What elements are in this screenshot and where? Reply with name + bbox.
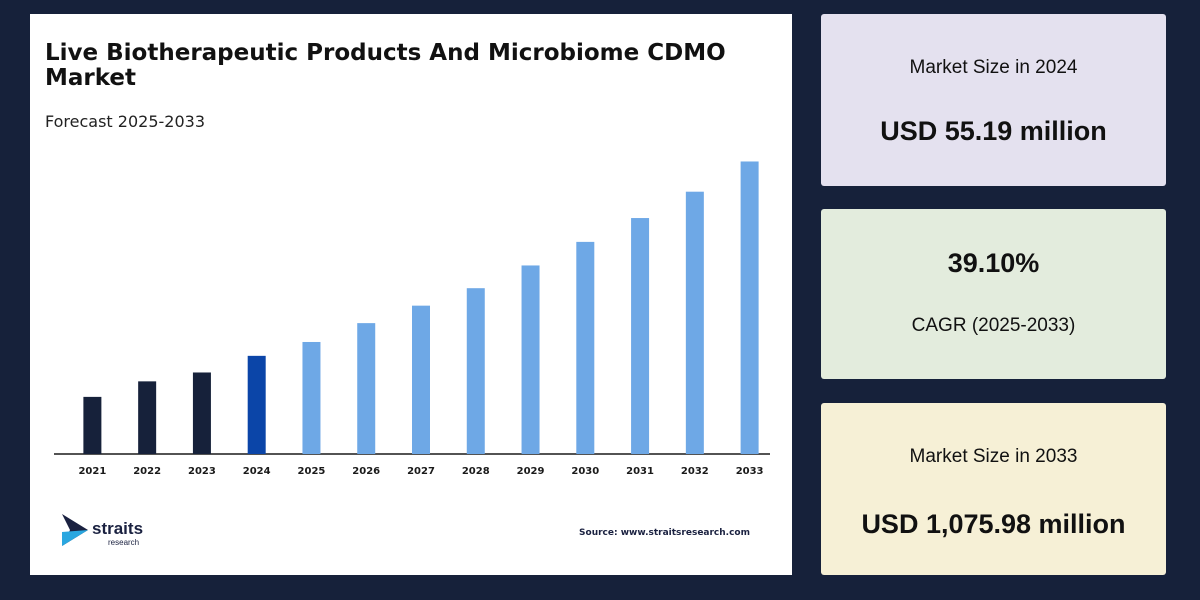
bar-2024: [247, 355, 266, 454]
logo-name: straits: [92, 519, 144, 538]
bar-2028: [466, 288, 485, 454]
bar-2033: [740, 161, 759, 454]
chart-subtitle: Forecast 2025-2033: [45, 112, 205, 131]
card-label: Market Size in 2033: [909, 446, 1078, 467]
x-tick-label-2031: 2031: [626, 466, 654, 477]
x-tick-label-2030: 2030: [571, 466, 599, 477]
market-size-2033-card: Market Size in 2033 USD 1,075.98 million: [821, 403, 1166, 575]
market-size-2024-card: Market Size in 2024 USD 55.19 million: [821, 14, 1166, 186]
bar-2032: [685, 191, 704, 454]
x-tick-label-2022: 2022: [133, 466, 161, 477]
bar-2027: [412, 305, 430, 454]
card-value: 39.10%: [947, 248, 1040, 278]
bar-2023: [192, 372, 211, 454]
chart-panel: Live Biotherapeutic Products And Microbi…: [30, 14, 792, 575]
x-tick-label-2024: 2024: [243, 466, 271, 477]
cagr-card: 39.10% CAGR (2025-2033): [821, 209, 1166, 379]
card-label: Market Size in 2024: [909, 57, 1078, 78]
x-tick-label-2029: 2029: [517, 466, 545, 477]
bar-2029: [521, 265, 540, 454]
x-tick-label-2028: 2028: [462, 466, 490, 477]
bar-2025: [302, 341, 321, 454]
card-value: USD 55.19 million: [880, 116, 1107, 146]
card-label: CAGR (2025-2033): [911, 315, 1076, 336]
chart-title: Live Biotherapeutic Products And Microbi…: [45, 40, 726, 91]
bar-2031: [631, 218, 650, 454]
x-tick-label-2027: 2027: [407, 466, 435, 477]
x-tick-label-2025: 2025: [298, 466, 326, 477]
bar-2026: [357, 323, 376, 454]
x-tick-label-2032: 2032: [681, 466, 709, 477]
x-tick-label-2033: 2033: [736, 466, 764, 477]
logo-sub: research: [108, 538, 140, 547]
bar-2030: [576, 241, 595, 454]
x-tick-label-2021: 2021: [78, 466, 106, 477]
x-tick-label-2026: 2026: [352, 466, 380, 477]
bar-2022: [138, 381, 157, 454]
x-tick-label-2023: 2023: [188, 466, 216, 477]
bar-2021: [83, 396, 102, 454]
straits-logo-icon: [62, 514, 88, 546]
source-text: Source: www.straitsresearch.com: [579, 528, 750, 538]
bar-chart: 2021 2022 2023 2024 2025 2026 2027 2028 2029 2030…: [54, 161, 770, 477]
card-value: USD 1,075.98 million: [861, 509, 1126, 539]
